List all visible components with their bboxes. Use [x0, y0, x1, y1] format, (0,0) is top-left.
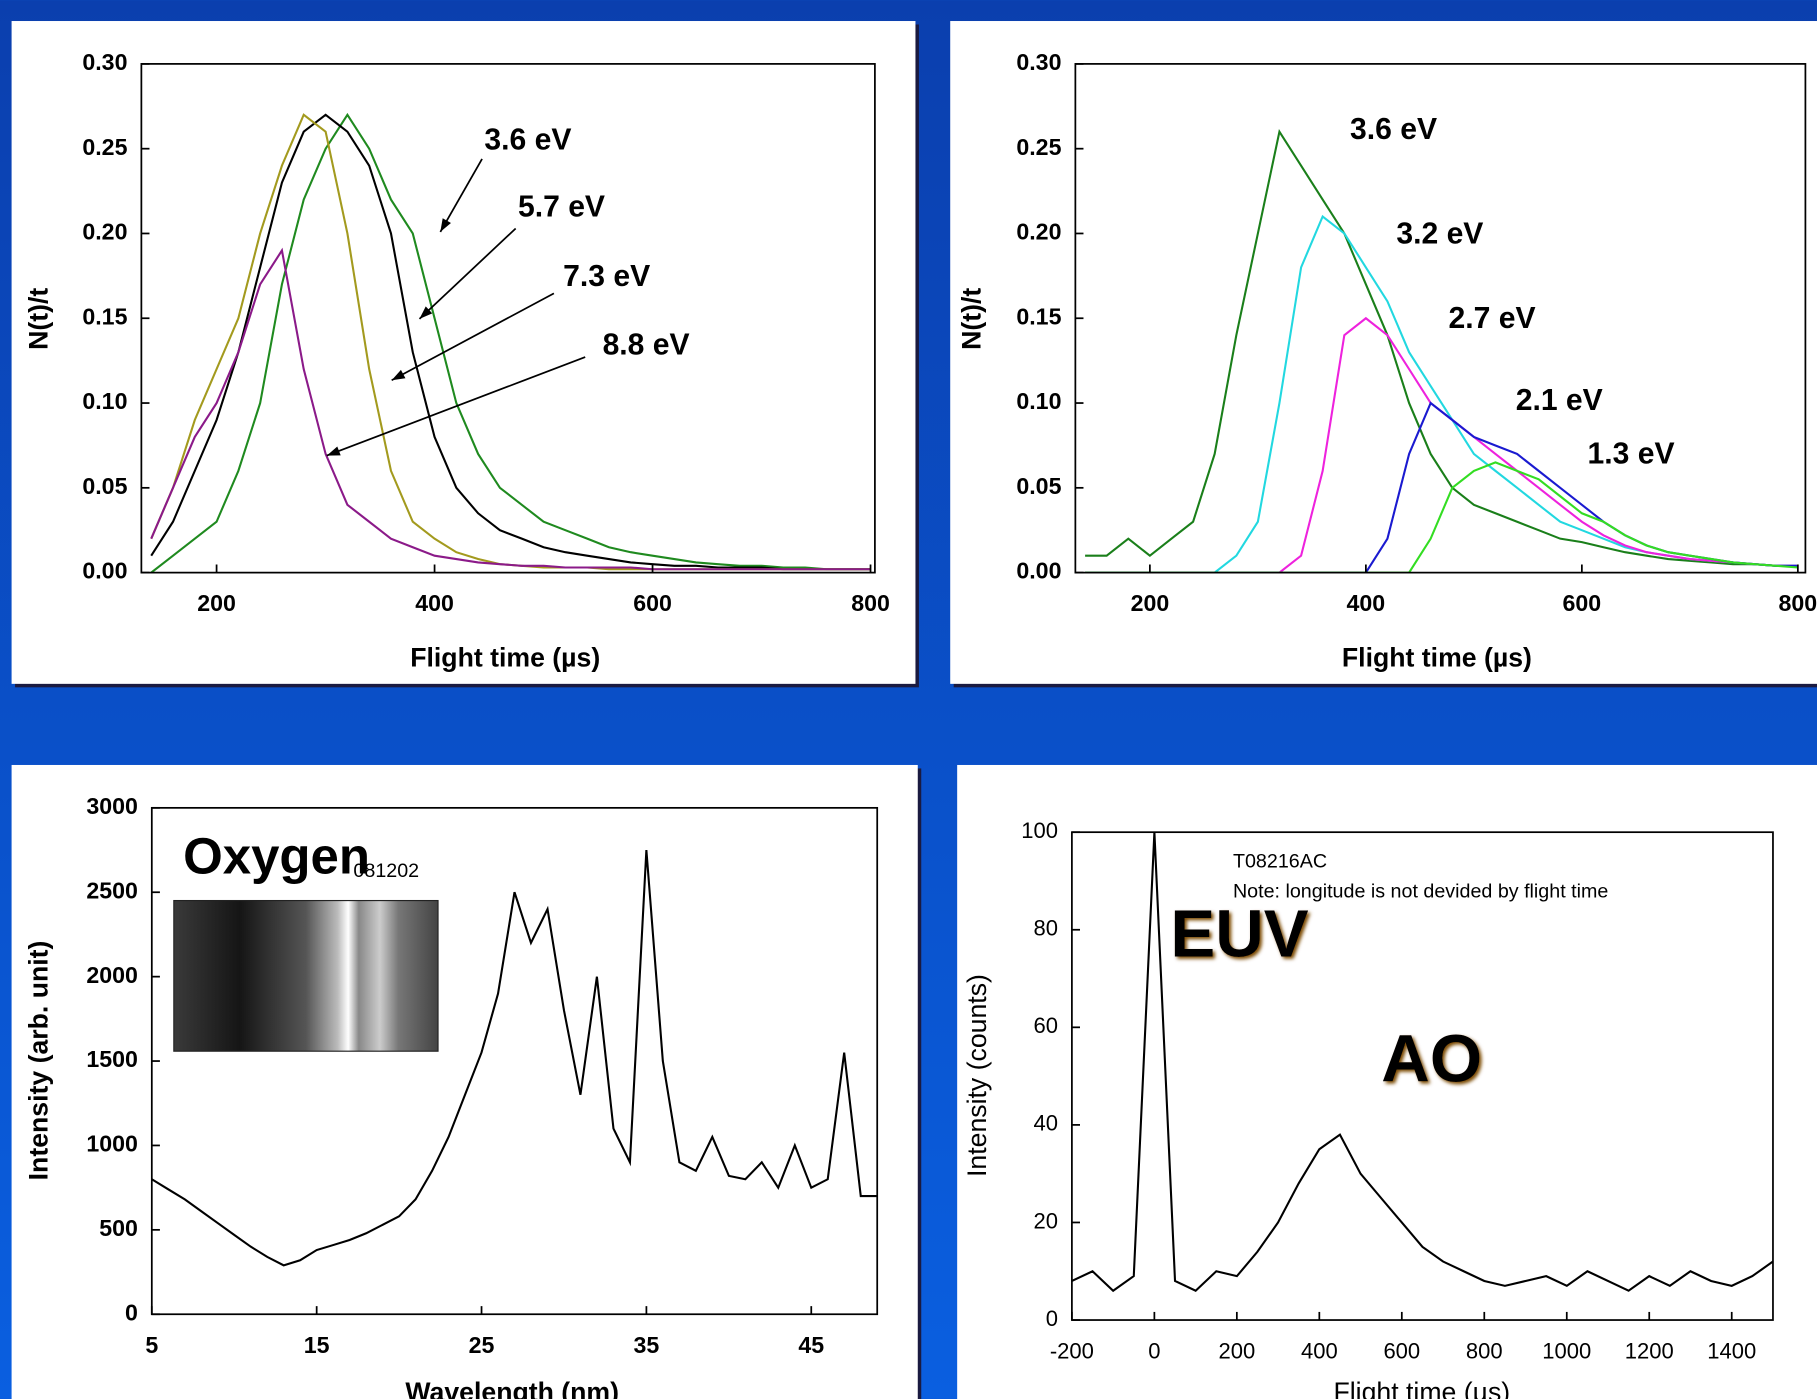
- x-tick-label: 15: [304, 1332, 330, 1358]
- panel: [11, 764, 918, 1399]
- y-tick-label: 0.25: [1016, 134, 1061, 160]
- x-tick-label: 1000: [1542, 1338, 1591, 1363]
- data-line: [1071, 832, 1773, 1293]
- y-tick-label: 0.10: [82, 388, 127, 414]
- series-label: 3.6 eV: [1350, 113, 1437, 146]
- data-line: [150, 113, 871, 571]
- x-tick-label: 200: [1218, 1338, 1255, 1363]
- y-tick-label: 0.00: [1016, 558, 1061, 584]
- x-tick-label: 800: [1779, 590, 1817, 616]
- y-tick-label: 0: [125, 1299, 138, 1325]
- arrow-shaft: [418, 227, 517, 320]
- arrow-head: [419, 306, 433, 319]
- panel: [11, 21, 916, 684]
- x-tick-label: 35: [634, 1332, 660, 1358]
- data-line: [1085, 461, 1798, 573]
- x-tick-label: 600: [633, 590, 672, 616]
- plot-frame: [1071, 831, 1774, 1321]
- x-axis-label: Wavelength (nm): [405, 1377, 619, 1399]
- x-tick-label: 800: [1466, 1338, 1503, 1363]
- y-tick-label: 100: [1021, 818, 1058, 843]
- series-label: 3.6 eV: [484, 123, 571, 156]
- y-tick-label: 0: [1046, 1306, 1058, 1331]
- arrow-head: [391, 369, 406, 381]
- y-axis-label: Intensity (arb. unit): [24, 941, 54, 1181]
- arrow-shaft: [326, 356, 586, 457]
- series-label: 2.7 eV: [1449, 302, 1536, 335]
- y-tick-label: 40: [1034, 1111, 1058, 1136]
- x-tick-label: 600: [1563, 590, 1602, 616]
- y-tick-label: 2000: [86, 962, 138, 988]
- y-tick-label: 2500: [86, 877, 138, 903]
- annotation: T08216AC: [1233, 851, 1327, 873]
- series-label: 8.8 eV: [603, 329, 690, 362]
- y-axis-label: N(t)/t: [24, 288, 54, 350]
- x-tick-label: 1400: [1707, 1338, 1756, 1363]
- annotation: EUV: [1170, 897, 1308, 972]
- y-tick-label: 0.00: [82, 558, 127, 584]
- x-tick-label: 25: [469, 1332, 495, 1358]
- plot-frame: [1074, 63, 1807, 574]
- panel: [957, 764, 1817, 1399]
- y-tick-label: 0.20: [1016, 219, 1061, 245]
- data-line: [150, 112, 871, 573]
- y-tick-label: 20: [1034, 1208, 1058, 1233]
- x-tick-label: 200: [197, 590, 236, 616]
- y-tick-label: 500: [99, 1215, 138, 1241]
- plot-frame: [140, 63, 876, 574]
- x-tick-label: 600: [1383, 1338, 1420, 1363]
- y-tick-label: 60: [1034, 1013, 1058, 1038]
- y-tick-label: 3000: [86, 793, 138, 819]
- y-tick-label: 0.20: [82, 219, 127, 245]
- series-label: 7.3 eV: [563, 260, 650, 293]
- x-tick-label: 200: [1131, 590, 1170, 616]
- y-tick-label: 0.30: [82, 49, 127, 75]
- x-axis-label: Flight time (µs): [1333, 1377, 1510, 1399]
- x-axis-label: Flight time (µs): [1342, 643, 1532, 673]
- arrow-head: [440, 218, 451, 232]
- y-tick-label: 0.30: [1016, 49, 1061, 75]
- x-tick-label: 0: [1148, 1338, 1160, 1363]
- x-tick-label: 400: [1347, 590, 1386, 616]
- annotation: 081202: [353, 860, 419, 882]
- data-line: [151, 849, 878, 1267]
- series-label: 1.3 eV: [1588, 438, 1675, 471]
- x-axis-label: Flight time (µs): [410, 643, 600, 673]
- y-tick-label: 80: [1034, 916, 1058, 941]
- y-axis-label: Intensity (counts): [962, 974, 992, 1177]
- y-tick-label: 0.15: [1016, 303, 1061, 329]
- y-tick-label: 0.05: [1016, 473, 1061, 499]
- series-label: 5.7 eV: [518, 191, 605, 224]
- inset-image: [173, 899, 439, 1052]
- y-tick-label: 1500: [86, 1046, 138, 1072]
- y-tick-label: 0.25: [82, 134, 127, 160]
- x-tick-label: 800: [851, 590, 890, 616]
- data-line: [150, 247, 871, 571]
- x-tick-label: 45: [798, 1332, 824, 1358]
- annotation: Note: longitude is not devided by flight…: [1233, 881, 1608, 903]
- x-tick-label: 400: [415, 590, 454, 616]
- arrow-shaft: [439, 158, 483, 233]
- y-tick-label: 1000: [86, 1131, 138, 1157]
- x-tick-label: 5: [145, 1332, 158, 1358]
- y-tick-label: 0.10: [1016, 388, 1061, 414]
- x-tick-label: 400: [1301, 1338, 1338, 1363]
- y-tick-label: 0.15: [82, 303, 127, 329]
- x-tick-label: -200: [1050, 1338, 1094, 1363]
- arrow-shaft: [391, 292, 555, 382]
- arrow-head: [326, 446, 341, 456]
- series-label: 2.1 eV: [1516, 384, 1603, 417]
- annotation: Oxygen: [183, 827, 370, 884]
- y-tick-label: 0.05: [82, 473, 127, 499]
- y-axis-label: N(t)/t: [956, 288, 986, 350]
- data-line: [1085, 128, 1798, 567]
- series-label: 3.2 eV: [1396, 217, 1483, 250]
- annotation: AO: [1381, 1022, 1482, 1097]
- x-tick-label: 1200: [1625, 1338, 1674, 1363]
